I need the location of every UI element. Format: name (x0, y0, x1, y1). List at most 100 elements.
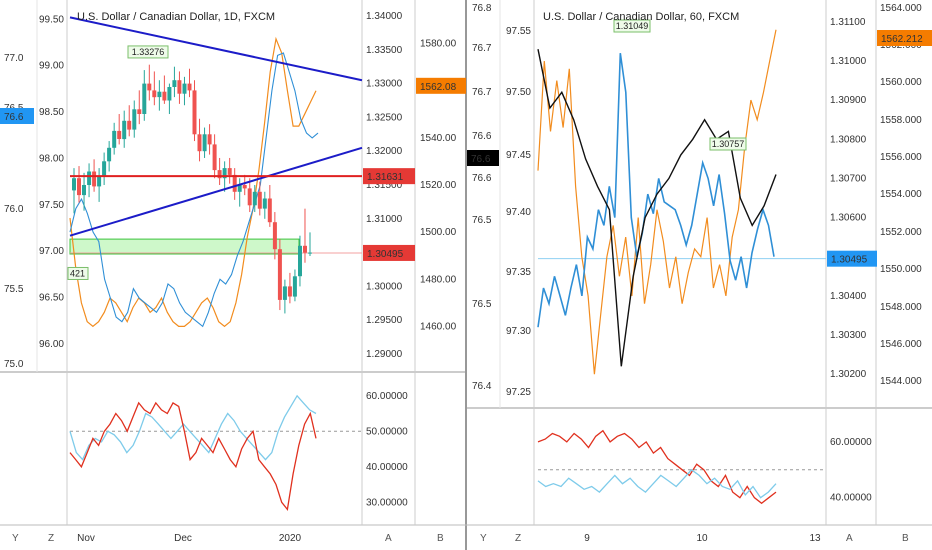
right-last-price-tag-text: 1.30495 (831, 255, 868, 266)
right-outer-axis-a-tick-1: 76.7 (472, 43, 492, 54)
left-price-axis-tick-2: 1.33000 (366, 79, 403, 90)
left-outer-axis-tick-6: 96.50 (39, 293, 64, 304)
right-index-axis-tick-9: 1546.000 (880, 339, 922, 350)
right-index-tag-text: 1562.212 (881, 34, 923, 45)
right-outer-axis-a-tick-0: 76.8 (472, 3, 492, 14)
right-btn-a[interactable]: A (846, 533, 853, 544)
left-rsi-tick-2: 40.00000 (366, 462, 408, 473)
left-index-tag-text: 1562.08 (420, 82, 457, 93)
right-btn-b[interactable]: B (902, 533, 909, 544)
left-outer-axis-tick-0: 99.50 (39, 14, 64, 25)
left-candle-body-16 (152, 90, 157, 98)
right-price-axis-tick-1: 1.31000 (830, 56, 867, 67)
left-price-axis-tick-4: 1.32000 (366, 146, 403, 157)
right-outer-axis-b-tick-4: 97.35 (506, 267, 531, 278)
left-btn-z[interactable]: Z (48, 533, 54, 544)
left-candle-body-41 (277, 249, 282, 300)
right-mid-callout: 1.30757 (709, 137, 747, 151)
right-outer-axis-b-tick-1: 97.50 (506, 87, 531, 98)
left-candle-body-19 (167, 87, 172, 101)
left-candle-body-38 (262, 198, 267, 209)
left-low-callout-text: 421 (70, 268, 85, 278)
left-outer-axis-tick-2: 98.50 (39, 107, 64, 118)
right-outer-axis-b-tick-6: 97.25 (506, 387, 531, 398)
left-candle-body-46 (303, 245, 307, 253)
left-outer-tag: 76.6 (0, 108, 34, 124)
left-price-axis-tick-0: 1.34000 (366, 11, 403, 22)
left-candle-body-11 (127, 120, 132, 130)
left-x-tick-0: Nov (77, 533, 95, 544)
left-candle-body-3 (87, 171, 92, 185)
left-btn-a[interactable]: A (385, 533, 392, 544)
right-index-axis-tick-4: 1556.000 (880, 152, 922, 163)
left-outer-axis-tick-5: 97.00 (39, 246, 64, 257)
left-candle-body-0 (72, 178, 76, 191)
left-index-tag: 1562.08 (416, 77, 466, 94)
left-candle-body-37 (257, 191, 262, 209)
right-high-callout-box (613, 19, 651, 33)
left-candle-body-26 (202, 134, 207, 152)
right-rsi-tick-1: 40.00000 (830, 493, 872, 504)
right-btn-z[interactable]: Z (515, 533, 521, 544)
left-candle-body-12 (132, 109, 137, 130)
left-outer-axis2-tick-0: 77.0 (4, 53, 24, 64)
right-x-tick-0: 9 (584, 533, 590, 544)
left-high-callout: 1.33276 (127, 45, 169, 59)
left-outer-axis2-tick-2: 76.0 (4, 204, 24, 215)
left-candle-body-33 (237, 185, 242, 192)
left-low-callout: 421 (67, 266, 89, 280)
left-price-axis-tick-8: 1.30000 (366, 281, 403, 292)
left-outer-axis2-tick-4: 75.0 (4, 359, 24, 370)
left-candle-body-22 (182, 83, 187, 94)
right-rsi-red-series (537, 429, 777, 505)
right-rsi-blue-series (537, 468, 777, 499)
left-candle-body-42 (282, 286, 287, 300)
right-mid-callout-box (709, 137, 747, 151)
left-candle-body-8 (112, 130, 117, 148)
right-outer-tag-text: 76.6 (471, 154, 491, 165)
left-price-axis-tick-6: 1.31000 (366, 214, 403, 225)
left-price-axis-tick-5: 1.31500 (366, 180, 403, 191)
left-demand-zone (69, 238, 300, 255)
right-price-axis-tick-0: 1.31100 (830, 17, 866, 28)
left-outer-tag-bg (0, 108, 34, 124)
left-candle-body-35 (247, 188, 252, 206)
left-candle-body-43 (287, 286, 292, 297)
right-black-series (537, 49, 777, 367)
left-candle-body-45 (298, 245, 302, 277)
left-btn-y[interactable]: Y (12, 533, 19, 544)
left-candle-body-34 (242, 185, 247, 189)
left-index-axis-tick-5: 1480.00 (420, 274, 457, 285)
right-index-axis-tick-8: 1548.000 (880, 302, 922, 313)
right-btn-y[interactable]: Y (480, 533, 487, 544)
right-index-tag-bg (877, 30, 932, 46)
left-candle-body-31 (227, 168, 232, 175)
left-candle-body-15 (147, 83, 152, 91)
left-index-axis-tick-3: 1520.00 (420, 180, 457, 191)
left-price-axis-tick-1: 1.33500 (366, 45, 403, 56)
left-candle-body-30 (222, 168, 227, 179)
left-btn-b[interactable]: B (437, 533, 444, 544)
left-x-tick-2: 2020 (279, 533, 302, 544)
left-rsi-tick-1: 50.00000 (366, 426, 408, 437)
right-last-price-tag: 1.30495 (827, 250, 877, 267)
left-candle-body-47 (308, 252, 312, 254)
daily-chart-panel[interactable]: 1.33276 421 99.50 99.00 98.50 98.00 97.50 97.00… (0, 11, 466, 544)
right-outer-axis-a-tick-7: 76.4 (472, 381, 492, 392)
left-candle-body-29 (217, 170, 222, 179)
right-outer-axis-b-tick-0: 97.55 (506, 26, 531, 37)
left-candle-body-10 (122, 120, 127, 140)
right-price-axis-tick-9: 1.30200 (830, 369, 867, 380)
left-chart-title: U.S. Dollar / Canadian Dollar, 1D, FXCM (77, 11, 275, 23)
left-price-axis-tick-9: 1.29500 (366, 315, 403, 326)
left-price-axis-tick-3: 1.32500 (366, 112, 403, 123)
hourly-chart-panel[interactable]: 1.31049 1.30757 76.8 76.7 76.7 76.6 76.6 76.5 76… (467, 3, 932, 544)
right-outer-tag-bg (467, 150, 499, 166)
left-candle-body-25 (197, 134, 202, 152)
left-candle-body-27 (207, 134, 212, 145)
left-candle-body-14 (142, 83, 147, 114)
left-candle-body-39 (267, 198, 272, 223)
right-outer-axis-a-tick-6: 76.5 (472, 299, 492, 310)
left-index-tag-bg (416, 77, 466, 94)
right-outer-axis-a-tick-4: 76.6 (472, 173, 492, 184)
